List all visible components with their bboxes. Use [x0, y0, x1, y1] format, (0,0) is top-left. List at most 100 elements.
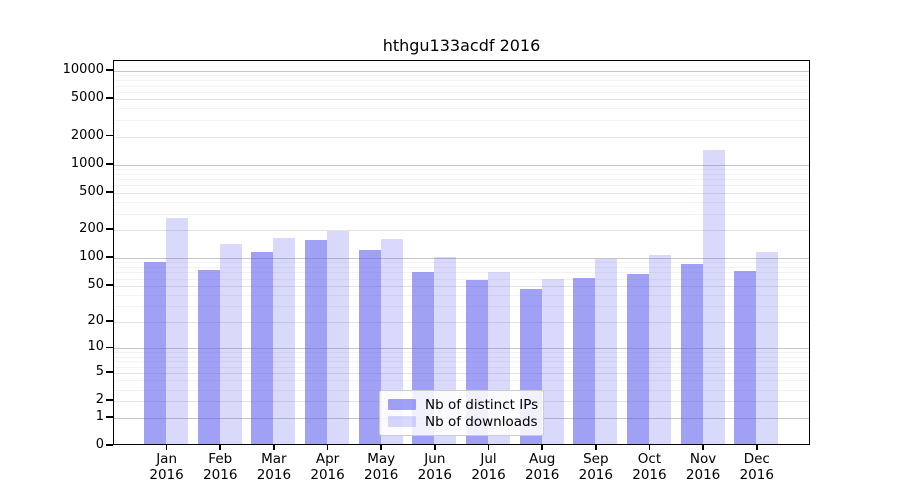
bar-downloads-dec	[756, 252, 779, 444]
gridline-minor	[114, 361, 809, 363]
gridline-minor	[114, 120, 809, 121]
bar-downloads-aug	[541, 278, 564, 444]
gridline-labeled	[114, 322, 809, 324]
x-tick-label: Feb 2016	[203, 451, 238, 483]
bar-distinct-ips-mar	[251, 252, 274, 444]
gridline-minor	[114, 75, 809, 77]
x-tick-label: Aug 2016	[524, 451, 560, 483]
x-tick	[380, 445, 382, 450]
y-tick	[106, 399, 113, 402]
gridline-labeled	[114, 136, 809, 138]
bar-downloads-sep	[595, 258, 618, 444]
y-tick	[106, 371, 113, 373]
y-tick	[106, 284, 113, 286]
x-tick	[595, 445, 597, 450]
gridline-minor	[114, 262, 809, 264]
gridline-minor	[114, 278, 809, 280]
y-tick-label: 200	[79, 221, 104, 237]
gridline-minor	[114, 356, 809, 358]
gridline-labeled	[114, 192, 809, 194]
bar-distinct-ips-dec	[734, 270, 757, 444]
bar-downloads-mar	[273, 237, 296, 444]
gridline-minor	[114, 306, 809, 308]
y-tick	[106, 228, 113, 230]
chart-title: hthgu133acdf 2016	[382, 36, 541, 55]
plot-area	[113, 60, 810, 445]
gridline-minor	[114, 272, 809, 274]
x-tick-label: Jul 2016	[471, 451, 506, 483]
x-tick-label: May 2016	[364, 451, 399, 483]
x-tick-label: Jun 2016	[417, 451, 453, 483]
y-tick	[106, 444, 113, 446]
gridline-major	[114, 71, 809, 72]
legend-item-distinct-ips: Nb of distinct IPs	[388, 396, 539, 413]
x-tick-label: Dec 2016	[739, 451, 774, 483]
legend-label-distinct-ips: Nb of distinct IPs	[425, 396, 539, 413]
x-tick	[702, 445, 704, 450]
legend: Nb of distinct IPs Nb of downloads	[379, 390, 544, 436]
y-tick-label: 2	[95, 392, 104, 408]
gridline-labeled	[114, 99, 809, 101]
gridline-minor	[114, 213, 809, 215]
bar-distinct-ips-may	[358, 250, 381, 444]
gridline-minor	[114, 91, 809, 93]
x-tick-label: Apr 2016	[310, 451, 345, 483]
y-tick	[106, 191, 113, 193]
y-tick-label: 2000	[70, 127, 104, 143]
y-tick	[106, 69, 113, 71]
y-tick-label: 10	[87, 339, 104, 355]
y-tick-label: 500	[79, 183, 104, 199]
y-tick-label: 10000	[62, 62, 104, 77]
x-tick-label: Mar 2016	[256, 451, 292, 483]
gridline-minor	[114, 352, 809, 354]
gridline-labeled	[114, 285, 809, 287]
gridline-major	[114, 348, 809, 350]
y-tick-label: 1	[95, 408, 104, 424]
bar-distinct-ips-feb	[197, 269, 220, 444]
gridline-minor	[114, 173, 809, 175]
y-tick-label: 50	[87, 276, 104, 292]
y-tick-label: 0	[95, 437, 104, 452]
legend-swatch-downloads	[388, 416, 416, 427]
gridline-minor	[114, 85, 809, 87]
bar-distinct-ips-oct	[626, 273, 649, 444]
legend-label-downloads: Nb of downloads	[425, 413, 538, 430]
y-tick	[106, 256, 113, 258]
gridline-minor	[114, 179, 809, 181]
y-tick-label: 5000	[70, 90, 104, 106]
gridline-minor	[114, 80, 809, 82]
gridline-minor	[114, 168, 809, 170]
legend-item-downloads: Nb of downloads	[388, 413, 538, 430]
bar-downloads-apr	[326, 230, 349, 444]
gridline-minor	[114, 380, 809, 382]
y-tick-label: 1000	[70, 155, 104, 171]
bar-downloads-nov	[702, 150, 725, 444]
gridline-minor	[114, 108, 809, 110]
y-tick	[106, 97, 113, 99]
x-tick-label: Oct 2016	[632, 451, 667, 483]
x-tick	[541, 445, 543, 450]
x-tick	[219, 445, 222, 450]
gridline-major	[114, 258, 809, 260]
x-tick-label: Nov 2016	[685, 451, 721, 483]
y-tick	[106, 162, 113, 165]
y-tick-label: 20	[87, 313, 104, 329]
x-tick	[165, 445, 168, 450]
gridline-minor	[114, 201, 809, 203]
gridline-labeled	[114, 373, 809, 375]
y-tick-label: 5	[95, 364, 104, 380]
gridline-minor	[114, 366, 809, 368]
x-tick	[648, 445, 651, 450]
bar-distinct-ips-sep	[573, 277, 596, 444]
x-tick	[487, 445, 490, 450]
x-tick	[326, 445, 329, 450]
bar-distinct-ips-jan	[144, 261, 166, 444]
gridline-minor	[114, 267, 809, 269]
x-tick-label: Jan 2016	[149, 451, 184, 483]
x-tick	[434, 445, 436, 450]
legend-swatch-distinct-ips	[388, 399, 416, 410]
gridline-minor	[114, 294, 809, 296]
gridline-labeled	[114, 230, 809, 232]
x-tick	[273, 445, 275, 450]
